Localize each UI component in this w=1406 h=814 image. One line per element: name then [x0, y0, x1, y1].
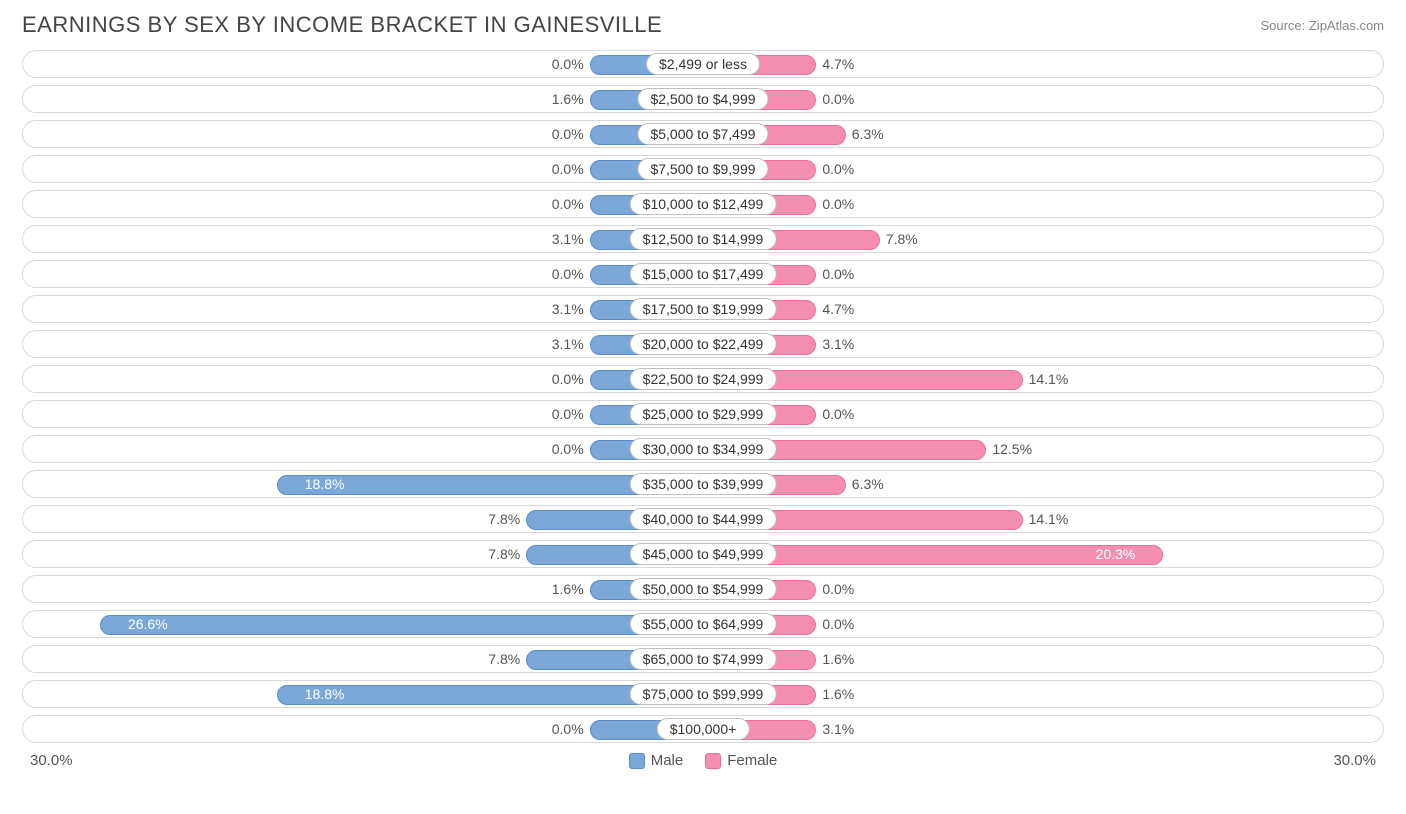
chart-row: $40,000 to $44,999 7.8% 14.1%	[22, 505, 1384, 533]
chart-row: $50,000 to $54,999 1.6% 0.0%	[22, 575, 1384, 603]
value-label-male: 0.0%	[552, 56, 584, 72]
chart-source: Source: ZipAtlas.com	[1260, 18, 1384, 33]
value-label-female: 12.5%	[992, 441, 1032, 457]
value-label-female: 3.1%	[822, 336, 854, 352]
chart-row: $30,000 to $34,999 0.0% 12.5%	[22, 435, 1384, 463]
value-label-male: 1.6%	[552, 91, 584, 107]
chart-row: $2,499 or less 0.0% 4.7%	[22, 50, 1384, 78]
axis-max-right: 30.0%	[1333, 752, 1376, 769]
chart-row: $17,500 to $19,999 3.1% 4.7%	[22, 295, 1384, 323]
category-label: $45,000 to $49,999	[630, 543, 777, 565]
category-label: $55,000 to $64,999	[630, 613, 777, 635]
bar-male	[100, 615, 703, 635]
category-label: $7,500 to $9,999	[637, 158, 768, 180]
legend-item-male: Male	[629, 752, 684, 769]
category-label: $20,000 to $22,499	[630, 333, 777, 355]
value-label-female: 20.3%	[1096, 546, 1136, 562]
value-label-male: 7.8%	[488, 511, 520, 527]
category-label: $2,500 to $4,999	[637, 88, 768, 110]
value-label-female: 7.8%	[886, 231, 918, 247]
chart-row: $35,000 to $39,999 18.8% 6.3%	[22, 470, 1384, 498]
chart-row: $10,000 to $12,499 0.0% 0.0%	[22, 190, 1384, 218]
category-label: $5,000 to $7,499	[637, 123, 768, 145]
category-label: $100,000+	[657, 718, 750, 740]
value-label-female: 0.0%	[822, 161, 854, 177]
chart-row: $65,000 to $74,999 7.8% 1.6%	[22, 645, 1384, 673]
value-label-female: 4.7%	[822, 56, 854, 72]
chart-row: $25,000 to $29,999 0.0% 0.0%	[22, 400, 1384, 428]
value-label-male: 26.6%	[128, 616, 168, 632]
chart-title: EARNINGS BY SEX BY INCOME BRACKET IN GAI…	[22, 12, 662, 38]
chart-row: $75,000 to $99,999 18.8% 1.6%	[22, 680, 1384, 708]
chart-row: $15,000 to $17,499 0.0% 0.0%	[22, 260, 1384, 288]
value-label-female: 6.3%	[852, 476, 884, 492]
category-label: $2,499 or less	[646, 53, 760, 75]
value-label-female: 0.0%	[822, 91, 854, 107]
category-label: $35,000 to $39,999	[630, 473, 777, 495]
value-label-female: 14.1%	[1029, 371, 1069, 387]
value-label-female: 4.7%	[822, 301, 854, 317]
value-label-female: 0.0%	[822, 581, 854, 597]
chart-row: $100,000+ 0.0% 3.1%	[22, 715, 1384, 743]
category-label: $22,500 to $24,999	[630, 368, 777, 390]
value-label-female: 0.0%	[822, 616, 854, 632]
chart-row: $12,500 to $14,999 3.1% 7.8%	[22, 225, 1384, 253]
value-label-male: 7.8%	[488, 651, 520, 667]
category-label: $40,000 to $44,999	[630, 508, 777, 530]
value-label-female: 1.6%	[822, 651, 854, 667]
category-label: $17,500 to $19,999	[630, 298, 777, 320]
value-label-male: 3.1%	[552, 231, 584, 247]
chart-row: $45,000 to $49,999 7.8% 20.3%	[22, 540, 1384, 568]
swatch-male-icon	[629, 753, 645, 769]
value-label-female: 6.3%	[852, 126, 884, 142]
value-label-male: 1.6%	[552, 581, 584, 597]
category-label: $50,000 to $54,999	[630, 578, 777, 600]
chart-row: $20,000 to $22,499 3.1% 3.1%	[22, 330, 1384, 358]
category-label: $25,000 to $29,999	[630, 403, 777, 425]
chart-row: $7,500 to $9,999 0.0% 0.0%	[22, 155, 1384, 183]
value-label-female: 14.1%	[1029, 511, 1069, 527]
chart-header: EARNINGS BY SEX BY INCOME BRACKET IN GAI…	[0, 0, 1406, 46]
value-label-male: 0.0%	[552, 371, 584, 387]
swatch-female-icon	[705, 753, 721, 769]
category-label: $10,000 to $12,499	[630, 193, 777, 215]
value-label-male: 18.8%	[305, 476, 345, 492]
value-label-male: 0.0%	[552, 266, 584, 282]
chart-footer: 30.0% Male Female 30.0%	[0, 750, 1406, 769]
legend-label-male: Male	[651, 752, 684, 769]
value-label-male: 0.0%	[552, 161, 584, 177]
category-label: $65,000 to $74,999	[630, 648, 777, 670]
legend-label-female: Female	[727, 752, 777, 769]
category-label: $12,500 to $14,999	[630, 228, 777, 250]
value-label-male: 0.0%	[552, 441, 584, 457]
value-label-female: 0.0%	[822, 406, 854, 422]
value-label-female: 1.6%	[822, 686, 854, 702]
chart-row: $5,000 to $7,499 0.0% 6.3%	[22, 120, 1384, 148]
legend-item-female: Female	[705, 752, 777, 769]
value-label-female: 0.0%	[822, 196, 854, 212]
value-label-male: 18.8%	[305, 686, 345, 702]
value-label-female: 3.1%	[822, 721, 854, 737]
chart-row: $2,500 to $4,999 1.6% 0.0%	[22, 85, 1384, 113]
value-label-male: 0.0%	[552, 126, 584, 142]
value-label-male: 0.0%	[552, 196, 584, 212]
value-label-male: 3.1%	[552, 336, 584, 352]
axis-max-left: 30.0%	[30, 752, 73, 769]
chart-row: $55,000 to $64,999 26.6% 0.0%	[22, 610, 1384, 638]
value-label-female: 0.0%	[822, 266, 854, 282]
value-label-male: 0.0%	[552, 721, 584, 737]
category-label: $30,000 to $34,999	[630, 438, 777, 460]
category-label: $75,000 to $99,999	[630, 683, 777, 705]
category-label: $15,000 to $17,499	[630, 263, 777, 285]
legend: Male Female	[629, 752, 778, 769]
chart-row: $22,500 to $24,999 0.0% 14.1%	[22, 365, 1384, 393]
value-label-male: 0.0%	[552, 406, 584, 422]
value-label-male: 3.1%	[552, 301, 584, 317]
value-label-male: 7.8%	[488, 546, 520, 562]
chart-body: $2,499 or less 0.0% 4.7% $2,500 to $4,999 1.…	[0, 46, 1406, 743]
